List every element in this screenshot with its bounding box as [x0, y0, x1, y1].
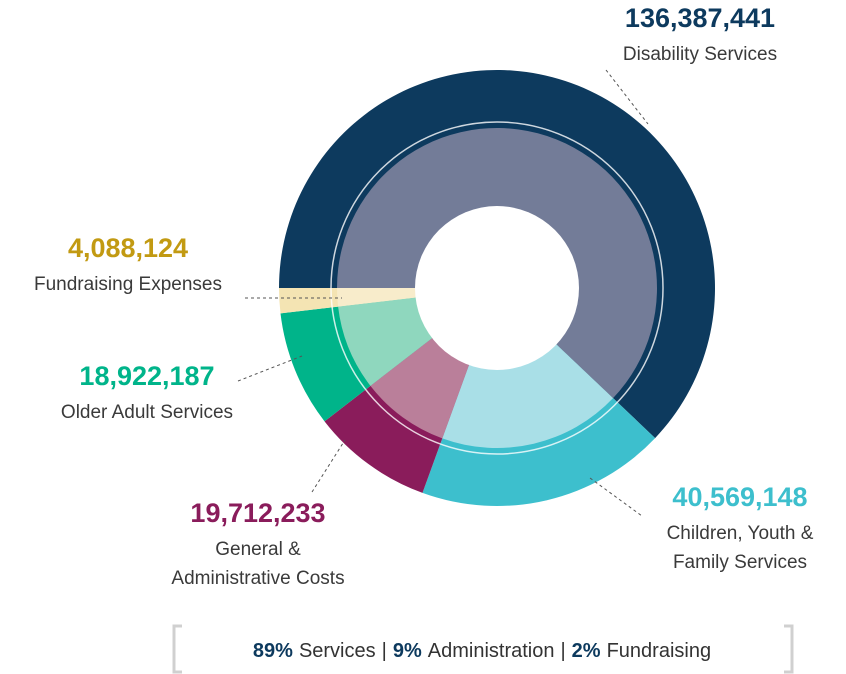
- separator: |: [560, 640, 565, 662]
- ring-line: [330, 121, 664, 455]
- summary-label: Services: [299, 640, 376, 662]
- value-label: 136,387,441: [625, 3, 775, 33]
- summary-percent: 2%: [572, 640, 601, 662]
- bracket-right: [784, 624, 794, 674]
- summary-percent: 89%: [253, 640, 293, 662]
- category-label: General &: [215, 539, 301, 560]
- category-label: Fundraising Expenses: [34, 274, 222, 295]
- value-label: 40,569,148: [672, 482, 807, 512]
- hole: [415, 206, 579, 370]
- bracket-left: [172, 624, 182, 674]
- value-label: 19,712,233: [190, 498, 325, 528]
- category-label: Disability Services: [623, 44, 777, 65]
- value-label: 18,922,187: [79, 361, 214, 391]
- summary-label: Fundraising: [607, 640, 712, 662]
- value-label: 4,088,124: [68, 233, 188, 263]
- separator: |: [382, 640, 387, 662]
- category-label: Family Services: [673, 552, 807, 573]
- category-label: Older Adult Services: [61, 402, 233, 423]
- leader-line: [311, 439, 346, 493]
- summary-label: Administration: [428, 640, 555, 662]
- summary-percent: 9%: [393, 640, 422, 662]
- category-label: Administrative Costs: [171, 568, 344, 589]
- summary: 89% Services | 9% Administration | 2% Fundraisi…: [253, 640, 711, 662]
- leader-line: [589, 477, 643, 517]
- category-label: Children, Youth &: [667, 523, 814, 544]
